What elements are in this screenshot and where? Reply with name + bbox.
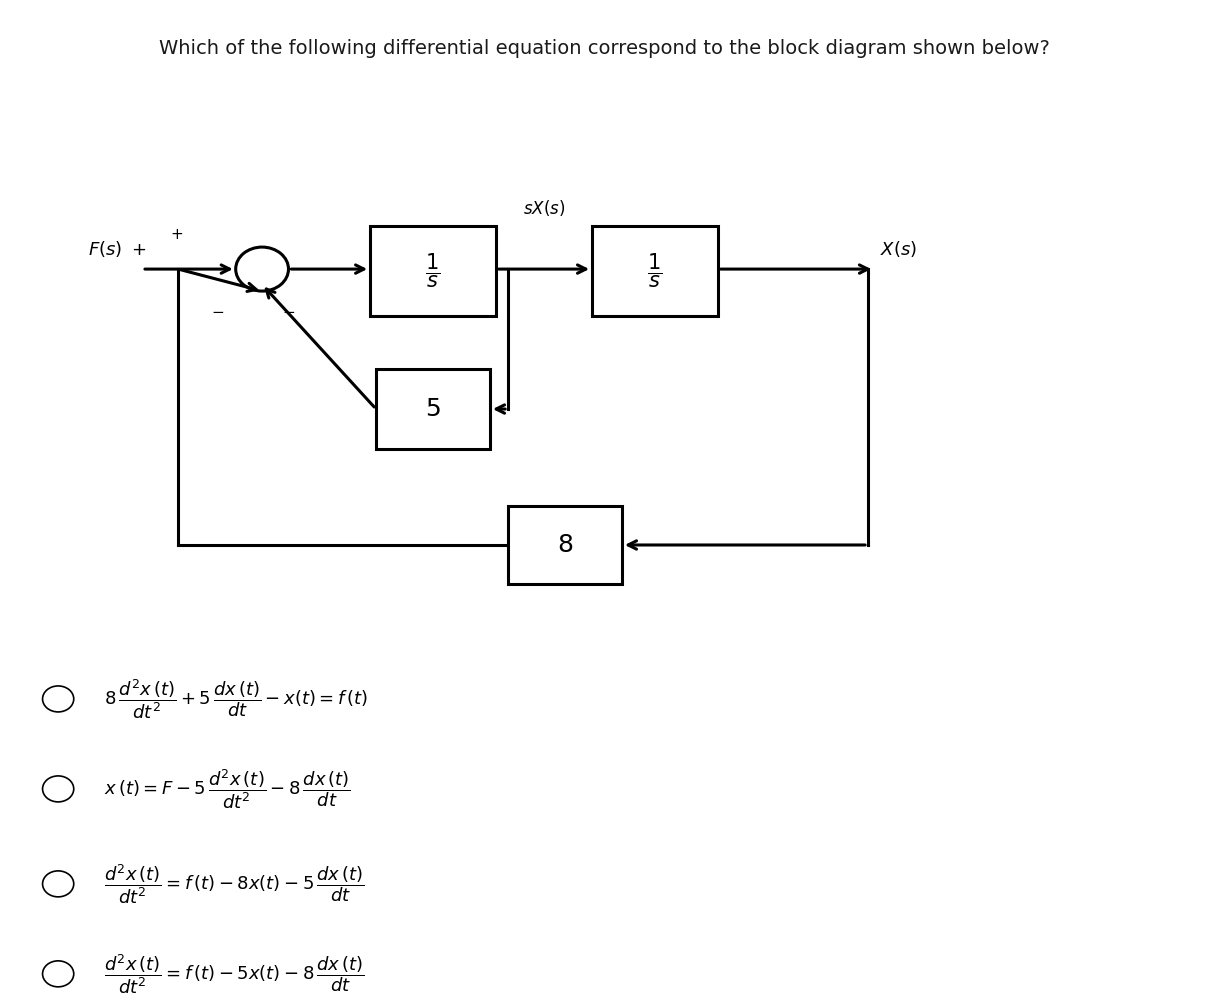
Circle shape	[236, 247, 289, 291]
FancyBboxPatch shape	[370, 226, 496, 317]
Text: $+$: $+$	[169, 227, 182, 242]
Text: $-$: $-$	[283, 303, 296, 319]
Text: $F(s)\ +$: $F(s)\ +$	[88, 239, 146, 259]
Circle shape	[42, 871, 74, 897]
Circle shape	[42, 961, 74, 987]
FancyBboxPatch shape	[376, 369, 490, 449]
Circle shape	[42, 685, 74, 712]
Text: $\dfrac{1}{s}$: $\dfrac{1}{s}$	[425, 252, 441, 290]
Text: $-$: $-$	[210, 303, 223, 319]
Text: $\dfrac{1}{s}$: $\dfrac{1}{s}$	[647, 252, 663, 290]
Text: $8$: $8$	[557, 533, 573, 557]
Text: Which of the following differential equation correspond to the block diagram sho: Which of the following differential equa…	[158, 39, 1050, 58]
Text: $\dfrac{d^{2}x\,(t)}{dt^{2}}=f\,(t)-8x(t)-5\,\dfrac{dx\,(t)}{dt}$: $\dfrac{d^{2}x\,(t)}{dt^{2}}=f\,(t)-8x(t…	[104, 862, 365, 906]
Text: $x\,(t)=F-5\,\dfrac{d^{2}x\,(t)}{dt^{2}}-8\,\dfrac{dx\,(t)}{dt}$: $x\,(t)=F-5\,\dfrac{d^{2}x\,(t)}{dt^{2}}…	[104, 767, 350, 810]
FancyBboxPatch shape	[592, 226, 718, 317]
Text: $sX(s)$: $sX(s)$	[523, 199, 565, 218]
Text: $\dfrac{d^{2}x\,(t)}{dt^{2}}=f\,(t)-5x(t)-8\,\dfrac{dx\,(t)}{dt}$: $\dfrac{d^{2}x\,(t)}{dt^{2}}=f\,(t)-5x(t…	[104, 952, 365, 996]
Text: $X(s)$: $X(s)$	[879, 239, 917, 259]
Text: $5$: $5$	[425, 397, 441, 421]
FancyBboxPatch shape	[509, 506, 622, 584]
Circle shape	[42, 776, 74, 802]
Text: $8\,\dfrac{d^{2}x\,(t)}{dt^{2}}+5\,\dfrac{dx\,(t)}{dt}-x(t)=f\,(t)$: $8\,\dfrac{d^{2}x\,(t)}{dt^{2}}+5\,\dfra…	[104, 677, 368, 721]
